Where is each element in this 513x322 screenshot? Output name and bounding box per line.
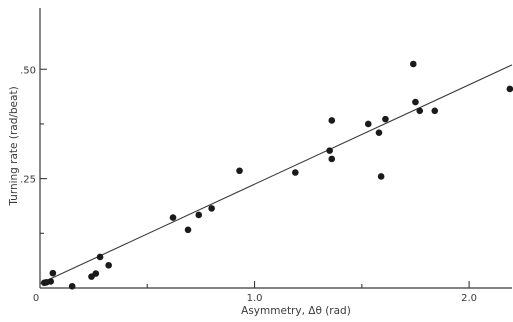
x-tick-label: 1.0 bbox=[247, 293, 263, 304]
data-point bbox=[49, 269, 57, 277]
regression-line bbox=[39, 64, 513, 285]
data-point bbox=[328, 117, 336, 124]
data-point bbox=[416, 107, 424, 115]
data-point bbox=[208, 205, 215, 212]
data-point bbox=[236, 167, 243, 175]
data-point bbox=[92, 270, 100, 277]
x-axis-label: Asymmetry, Δθ (rad) bbox=[241, 305, 351, 317]
data-point bbox=[105, 261, 112, 269]
data-point bbox=[431, 107, 439, 115]
data-point bbox=[410, 60, 417, 68]
data-point bbox=[68, 282, 76, 290]
y-axis-label: Turning rate (rad/beat) bbox=[8, 86, 20, 206]
data-point bbox=[96, 253, 104, 261]
data-points bbox=[40, 60, 513, 290]
data-point bbox=[377, 173, 385, 180]
data-point bbox=[375, 129, 383, 136]
data-point bbox=[412, 98, 419, 106]
y-tick-label: .50 bbox=[20, 65, 36, 76]
data-point bbox=[364, 120, 372, 128]
data-point bbox=[184, 226, 192, 234]
data-point bbox=[326, 147, 333, 154]
data-point bbox=[292, 169, 299, 176]
data-point bbox=[169, 214, 177, 221]
axes bbox=[39, 8, 512, 289]
data-point bbox=[47, 278, 55, 285]
x-tick-label: 0 bbox=[33, 293, 39, 304]
data-point bbox=[328, 155, 336, 163]
data-point bbox=[382, 115, 389, 123]
tick-labels: 0 1.0 2.0 .25 .50 bbox=[20, 65, 477, 304]
x-tick-label: 2.0 bbox=[461, 293, 477, 304]
y-tick-label: .25 bbox=[20, 175, 36, 186]
data-point bbox=[195, 211, 203, 219]
data-point bbox=[506, 85, 513, 93]
tick-marks bbox=[40, 68, 470, 288]
